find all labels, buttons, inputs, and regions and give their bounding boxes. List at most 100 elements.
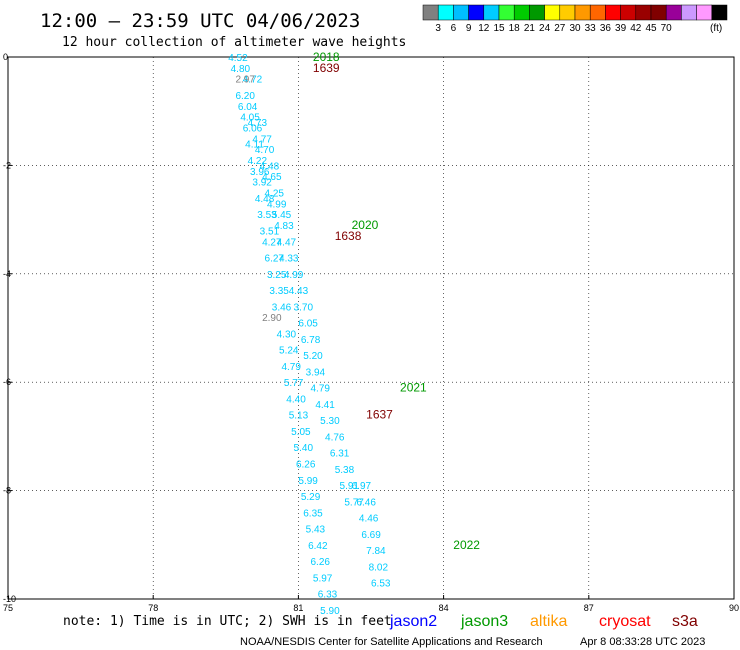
colorbar-tick-label: 42 xyxy=(630,23,642,34)
wave-height-point: 4.52 xyxy=(228,53,248,64)
wave-height-point: 2.97 xyxy=(235,75,255,86)
pass-time-label: 2018 xyxy=(313,50,340,64)
colorbar-swatch xyxy=(711,4,728,21)
pass-time-label: 1638 xyxy=(335,229,362,243)
pass-time-label: 1637 xyxy=(366,408,393,422)
wave-height-point: 5.38 xyxy=(335,465,355,476)
chart-subtitle: 12 hour collection of altimeter wave hei… xyxy=(62,35,406,50)
wave-height-point: 6.46 xyxy=(356,497,376,508)
colorbar-tick-label: 24 xyxy=(539,23,551,34)
colorbar-tick-label: 36 xyxy=(600,23,612,34)
wave-height-point: 5.20 xyxy=(303,351,323,362)
wave-height-point: 4.33 xyxy=(279,254,299,265)
wave-height-point: 3.92 xyxy=(252,178,272,189)
wave-height-point: 4.46 xyxy=(359,514,379,525)
wave-height-point: 5.43 xyxy=(306,525,326,536)
wave-height-point: 6.31 xyxy=(330,449,350,460)
x-tick-label: 75 xyxy=(3,603,13,613)
legend-jason2: jason2 xyxy=(389,613,437,630)
pass-time-label: 2021 xyxy=(400,381,427,395)
legend-cryosat: cryosat xyxy=(599,613,651,630)
colorbar-legend: 3 6 9 12 15 18 21 24 27 30 33 36 39 42 45 70 xyxy=(422,4,728,34)
y-tick-label: -6 xyxy=(3,377,11,387)
y-tick-label: -4 xyxy=(3,269,11,279)
wave-height-point: 4.79 xyxy=(281,362,301,373)
wave-height-point: 3.94 xyxy=(306,367,326,378)
wave-height-point: 4.25 xyxy=(265,189,285,200)
wave-height-point: 5.45 xyxy=(272,210,292,221)
plot-frame xyxy=(7,56,735,600)
wave-height-point: 4.47 xyxy=(277,237,297,248)
wave-height-point: 5.13 xyxy=(289,411,309,422)
wave-height-point: 6.06 xyxy=(243,123,263,134)
wave-height-point: 6.42 xyxy=(308,541,328,552)
wave-height-point: 8.02 xyxy=(369,562,389,573)
wave-height-point: 3.25 xyxy=(267,270,287,281)
wave-height-point: 4.77 xyxy=(252,134,272,145)
wave-height-point: 5.77 xyxy=(284,378,304,389)
y-tick-label: -10 xyxy=(3,594,16,604)
wave-height-point: 6.27 xyxy=(265,254,285,265)
wave-height-point: 5.40 xyxy=(294,443,314,454)
colorbar-swatch xyxy=(422,4,439,21)
wave-height-point: 5.77 xyxy=(344,497,364,508)
wave-height-point: 4.11 xyxy=(245,140,264,151)
wave-height-point: 4.76 xyxy=(325,432,345,443)
colorbar-swatch xyxy=(696,4,713,21)
colorbar-tick-label: 33 xyxy=(585,23,597,34)
wave-height-point: 4.48 xyxy=(260,161,280,172)
x-tick-label: 78 xyxy=(148,603,158,613)
wave-height-point: 5.90 xyxy=(320,606,340,617)
footer-note: note: 1) Time is in UTC; 2) SWH is in fe… xyxy=(63,614,392,629)
x-tick-label: 81 xyxy=(293,603,303,613)
colorbar-swatch xyxy=(635,4,652,21)
colorbar-tick-label: 9 xyxy=(466,23,472,34)
legend-s3a: s3a xyxy=(672,613,698,630)
wave-height-point: 4.48 xyxy=(255,194,275,205)
wave-height-point: 4.41 xyxy=(315,400,335,411)
wave-height-point: 6.20 xyxy=(235,91,255,102)
footer-timestamp: Apr 8 08:33:28 UTC 2023 xyxy=(580,636,705,648)
colorbar-tick-label: 15 xyxy=(493,23,505,34)
colorbar-swatch xyxy=(574,4,591,21)
wave-height-point: 5.97 xyxy=(313,573,333,584)
wave-height-point: 4.79 xyxy=(311,384,331,395)
wave-height-point: 4.05 xyxy=(240,113,260,124)
wave-height-point: 3.35 xyxy=(269,286,289,297)
wave-height-point: 4.99 xyxy=(284,270,304,281)
satellite-legend: jason2 jason3 altika cryosat s3a xyxy=(389,613,698,630)
wave-height-point: 6.05 xyxy=(298,319,318,330)
legend-jason3: jason3 xyxy=(460,613,508,630)
wave-height-point: 6.53 xyxy=(371,579,391,590)
wave-height-point: 5.05 xyxy=(291,427,311,438)
wave-height-point: 6.04 xyxy=(238,102,258,113)
colorbar-swatch xyxy=(468,4,485,21)
wave-height-point: 7.84 xyxy=(366,546,386,557)
wave-height-point: 3.53 xyxy=(257,210,277,221)
colorbar-tick-label: 12 xyxy=(478,23,490,34)
colorbar-swatch xyxy=(681,4,697,21)
colorbar-tick-label: 18 xyxy=(509,23,521,34)
pass-time-label: 2020 xyxy=(352,218,379,232)
wave-height-point: 4.65 xyxy=(262,172,282,183)
y-tick-label: -8 xyxy=(3,486,11,496)
colorbar-tick-label: 45 xyxy=(645,23,657,34)
colorbar-swatch xyxy=(650,4,667,21)
wave-height-point: 4.40 xyxy=(286,394,306,405)
data-points: 4.524.80 6.206.044.056.06 4.11 4.223.963.92… xyxy=(228,53,391,617)
colorbar-swatch xyxy=(453,4,469,21)
colorbar-swatch xyxy=(544,4,561,21)
colorbar-swatch xyxy=(620,4,637,21)
wave-height-point: 6.26 xyxy=(311,557,331,568)
wave-height-point: 3.70 xyxy=(294,302,314,313)
colorbar-tick-label: 21 xyxy=(524,23,536,34)
wave-height-point: 2.90 xyxy=(262,313,282,324)
plot-area: 75 78 81 84 87 900-2-4-6-8-10 4.524.806.206.0… xyxy=(3,50,739,617)
colorbar-swatch xyxy=(513,4,530,21)
wave-height-point: 6.33 xyxy=(318,590,338,601)
wave-height-point: 6.97 xyxy=(352,481,372,492)
colorbar-swatch xyxy=(589,4,606,21)
wave-height-point: 4.80 xyxy=(231,64,251,75)
